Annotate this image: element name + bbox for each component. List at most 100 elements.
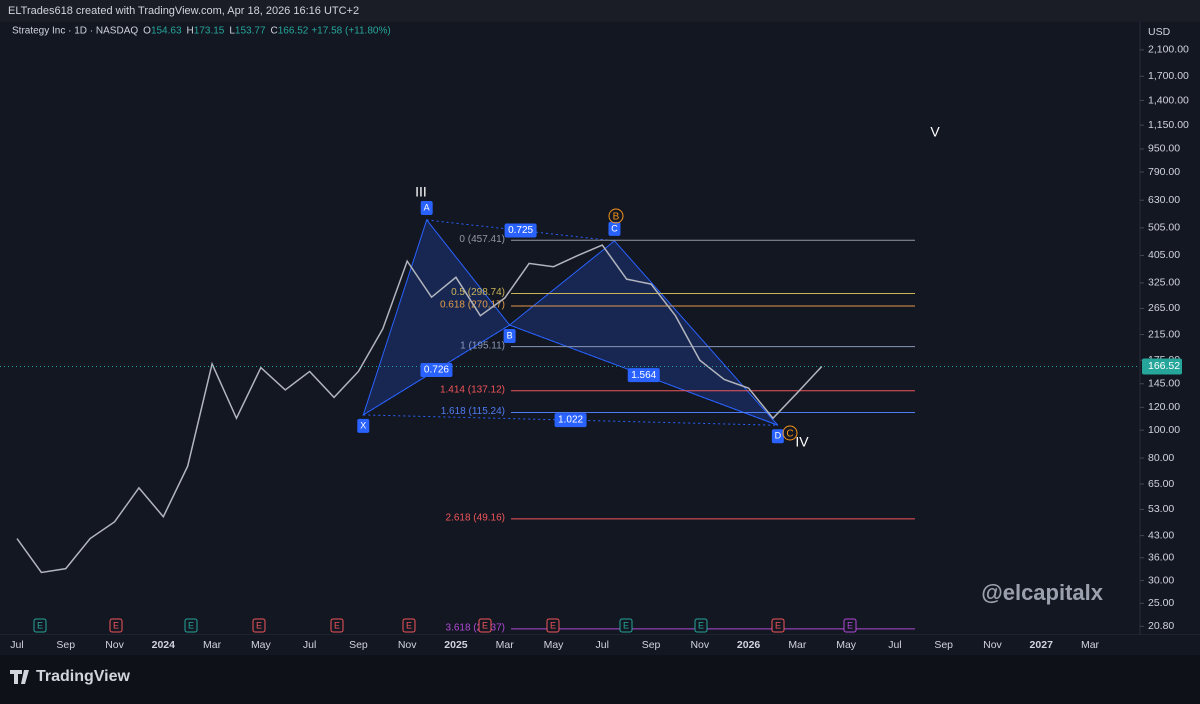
pattern-point-label: B — [507, 330, 513, 340]
brand: TradingView — [36, 668, 131, 685]
event-marker — [184, 618, 198, 633]
legend-text: C — [271, 26, 278, 37]
ratio-label: 1.022 — [558, 415, 583, 426]
legend-text: 173.15 — [194, 26, 225, 37]
x-tick-label: Jul — [10, 639, 23, 651]
y-tick-label: 36.00 — [1148, 552, 1174, 564]
watermark: @elcapitalx — [981, 580, 1103, 605]
ratio-label: 0.726 — [424, 365, 449, 376]
ratio-box — [554, 413, 587, 428]
pattern-point — [420, 200, 433, 215]
legend: Strategy Inc · 1D · NASDAQ O 154.63 H 173.15… — [12, 26, 391, 37]
event-label: E — [406, 620, 412, 630]
y-tick-label: 790.00 — [1148, 166, 1180, 178]
x-tick-label: Jul — [303, 639, 316, 651]
wave-circle — [608, 208, 624, 224]
y-tick-label: 1,400.00 — [1148, 94, 1189, 106]
event-label: E — [113, 620, 119, 630]
footer — [0, 655, 1200, 699]
legend-text: 166.52 — [278, 26, 309, 37]
x-tick-label: May — [251, 639, 272, 651]
last-price-box — [1142, 358, 1182, 375]
legend-text: L — [229, 26, 235, 37]
wave-label: IV — [795, 434, 809, 450]
header: ELTrades618 created with TradingView.com… — [8, 5, 359, 17]
pattern-point — [503, 329, 516, 344]
x-tick-label: Sep — [934, 639, 953, 651]
legend-text: +17.58 (+11.80%) — [311, 26, 390, 37]
event-label: E — [623, 620, 629, 630]
event-marker — [252, 618, 266, 633]
wave-circle — [782, 425, 798, 441]
x-tick-label: Nov — [105, 639, 124, 651]
event-label: E — [256, 620, 262, 630]
fib-label: 0.618 (270.17) — [440, 300, 505, 311]
wave-label: III — [415, 184, 427, 200]
x-tick-label: May — [544, 639, 565, 651]
x-tick-label: Nov — [983, 639, 1002, 651]
pattern-point — [357, 418, 370, 433]
y-tick-label: 80.00 — [1148, 452, 1174, 464]
event-marker — [619, 618, 633, 633]
y-tick-label: 1,700.00 — [1148, 70, 1189, 82]
fib-label: 0 (457.41) — [459, 234, 505, 245]
x-tick-label: Nov — [398, 639, 417, 651]
event-marker — [546, 618, 560, 633]
header-bar — [0, 0, 1200, 22]
x-tick-label: Sep — [349, 639, 368, 651]
event-label: E — [482, 620, 488, 630]
x-tick-label: 2024 — [152, 639, 176, 651]
fib-label: 3.618 (20.37) — [446, 623, 506, 634]
price-axis — [1140, 22, 1200, 635]
fib-label: 2.618 (49.16) — [446, 512, 506, 523]
event-marker — [330, 618, 344, 633]
ratio-box — [504, 223, 537, 238]
x-tick-label: Mar — [788, 639, 807, 651]
x-tick-label: May — [836, 639, 857, 651]
y-tick-label: 215.00 — [1148, 328, 1180, 340]
last-price-label: 166.52 — [1148, 360, 1180, 372]
currency: USD — [1148, 26, 1171, 38]
ratio-box — [627, 368, 660, 383]
fib-label: 1 (195.11) — [460, 340, 505, 351]
event-label: E — [188, 620, 194, 630]
event-marker — [109, 618, 123, 633]
pattern-point-label: C — [611, 223, 618, 233]
event-marker — [478, 618, 492, 633]
pattern-point-label: X — [360, 420, 366, 430]
pattern-point-label: A — [424, 202, 430, 212]
x-tick-label: Sep — [56, 639, 75, 651]
x-tick-label: 2025 — [444, 639, 468, 651]
x-tick-label: Sep — [642, 639, 661, 651]
x-tick-label: 2027 — [1030, 639, 1054, 651]
x-tick-label: Jul — [596, 639, 609, 651]
event-marker — [33, 618, 47, 633]
y-tick-label: 65.00 — [1148, 478, 1174, 490]
y-tick-label: 53.00 — [1148, 503, 1174, 515]
y-tick-label: 120.00 — [1148, 401, 1180, 413]
pattern-point — [608, 221, 621, 236]
x-tick-label: Mar — [496, 639, 515, 651]
y-tick-label: 325.00 — [1148, 277, 1180, 289]
ratio-label: 1.564 — [631, 370, 656, 381]
x-tick-label: Nov — [690, 639, 709, 651]
price-line — [16, 244, 823, 574]
wave-label: V — [930, 124, 940, 140]
wave-label: B — [613, 212, 620, 223]
x-tick-label: Mar — [1081, 639, 1100, 651]
legend-text: 153.77 — [235, 26, 266, 37]
event-marker — [694, 618, 708, 633]
ratio-label: 0.725 — [508, 225, 533, 236]
ratio-box — [420, 362, 453, 377]
event-label: E — [334, 620, 340, 630]
legend-text: Strategy Inc · 1D · NASDAQ — [12, 26, 138, 37]
fib-label: 1.618 (115.24) — [441, 406, 505, 417]
brand-logo — [10, 670, 29, 684]
y-tick-label: 100.00 — [1148, 424, 1180, 436]
y-tick-label: 25.00 — [1148, 597, 1174, 609]
event-marker — [402, 618, 416, 633]
event-marker — [771, 618, 785, 633]
y-tick-label: 1,150.00 — [1148, 119, 1189, 131]
